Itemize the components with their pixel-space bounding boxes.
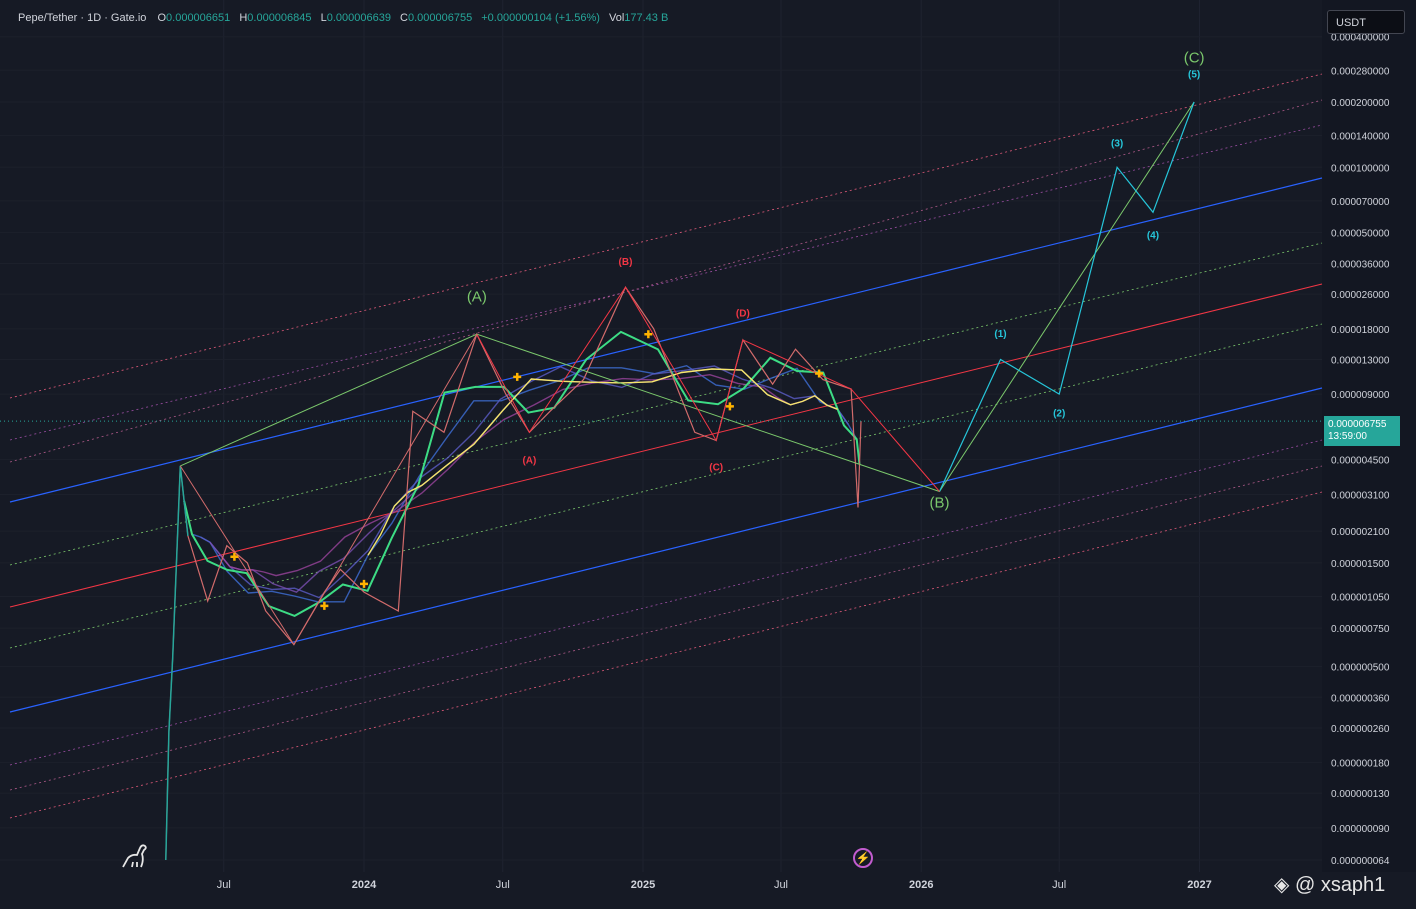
wave-label: (D): [736, 309, 750, 320]
sma-line: [367, 368, 838, 556]
y-tick-label: 0.000000360: [1331, 693, 1390, 704]
y-tick-label: 0.000070000: [1331, 197, 1390, 208]
signal-marker: [725, 402, 734, 411]
channel-line: [9, 242, 1323, 566]
wave-label: (C): [709, 462, 723, 473]
channel-line: [9, 491, 1323, 819]
x-tick-label: 2025: [631, 879, 655, 891]
ema-fast-line: [183, 330, 861, 618]
y-tick-label: 0.000003100: [1331, 490, 1390, 501]
symbol-label[interactable]: Pepe/Tether · 1D · Gate.io: [18, 12, 147, 24]
signal-marker: [230, 552, 239, 561]
wave-label: (A): [522, 456, 536, 467]
signal-marker: [815, 369, 824, 378]
y-tick-label: 0.000002100: [1331, 527, 1390, 538]
y-tick-label: 0.000001500: [1331, 559, 1390, 570]
wave-label: (A): [467, 289, 487, 306]
price-line: [165, 285, 862, 861]
channel-line: [9, 323, 1323, 649]
y-tick-label: 0.000000750: [1331, 624, 1390, 635]
x-tick-label: Jul: [496, 879, 510, 891]
price-line-early: [165, 465, 189, 861]
y-tick-label: 0.000400000: [1331, 33, 1390, 44]
y-tick-label: 0.000000260: [1331, 724, 1390, 735]
signal-marker: [360, 579, 368, 588]
channel-line: [9, 439, 1323, 766]
close-label: C: [400, 12, 408, 24]
bar-countdown: 13:59:00: [1328, 431, 1367, 442]
x-tick-label: Jul: [217, 879, 231, 891]
binance-icon: ◈: [1274, 874, 1290, 896]
volume-value: 177.43 B: [624, 12, 669, 24]
volume-label: Vol: [608, 12, 625, 24]
channel-line: [9, 387, 1323, 713]
x-tick-label: 2026: [909, 879, 933, 891]
y-tick-label: 0.000000090: [1331, 824, 1390, 835]
channel-line: [9, 465, 1323, 791]
channel-line: [9, 99, 1323, 463]
y-tick-label: 0.000001050: [1331, 592, 1390, 603]
y-tick-label: 0.000140000: [1331, 132, 1390, 143]
wave-label: (1): [994, 329, 1006, 340]
early-wave-line: [179, 333, 478, 646]
watermark-text: @ xsaph1: [1294, 874, 1386, 896]
channel-line: [9, 73, 1323, 399]
minor-wave-line: [476, 286, 940, 492]
x-tick-label: 2027: [1187, 879, 1211, 891]
open-value: 0.000006651: [166, 12, 231, 24]
channel-line: [9, 283, 1323, 608]
last-price-tag: 0.000006755 13:59:00: [1324, 416, 1400, 446]
y-tick-label: 0.000050000: [1331, 229, 1390, 240]
x-tick-label: Jul: [774, 879, 788, 891]
wave-label: (4): [1147, 230, 1159, 241]
y-tick-label: 0.000100000: [1331, 163, 1390, 174]
low-value: 0.000006639: [326, 12, 391, 24]
ema-ribbon-line: [218, 373, 828, 577]
x-tick-label: Jul: [1052, 879, 1066, 891]
wave-label: (3): [1111, 138, 1123, 149]
high-label: H: [239, 12, 248, 24]
y-tick-label: 0.000000130: [1331, 789, 1390, 800]
close-value: 0.000006755: [407, 12, 473, 24]
channel-line: [9, 177, 1323, 503]
currency-button[interactable]: USDT: [1327, 10, 1405, 34]
open-label: O: [157, 12, 167, 24]
y-tick-label: 0.000000064: [1331, 856, 1390, 867]
major-wave-line: [180, 101, 1195, 493]
y-tick-label: 0.000000180: [1331, 759, 1390, 770]
dino-icon[interactable]: [120, 840, 150, 870]
y-tick-label: 0.000026000: [1331, 290, 1390, 301]
low-label: L: [320, 12, 327, 24]
wave-label: (B): [619, 257, 633, 268]
y-tick-label: 0.000018000: [1331, 325, 1390, 336]
y-tick-label: 0.000013000: [1331, 355, 1390, 366]
wave-label: (C): [1184, 49, 1205, 66]
ohlc-header: Pepe/Tether · 1D · Gate.io O0.000006651 …: [18, 12, 674, 24]
x-tick-label: 2024: [352, 879, 377, 891]
impulse-wave-line: [938, 101, 1195, 492]
lightning-icon[interactable]: ⚡: [853, 848, 873, 868]
y-tick-label: 0.000200000: [1331, 98, 1390, 109]
signal-marker: [320, 601, 329, 610]
watermark: ◈ @ xsaph1: [1274, 872, 1385, 897]
last-price-value: 0.000006755: [1328, 419, 1387, 430]
y-tick-label: 0.000009000: [1331, 390, 1390, 401]
ema-ribbon-line: [200, 365, 849, 599]
wave-label: (5): [1188, 69, 1200, 80]
y-tick-label: 0.000280000: [1331, 66, 1390, 77]
wave-label: (B): [930, 495, 950, 512]
signal-marker: [644, 330, 653, 339]
change-value: +0.000000104 (+1.56%): [481, 12, 600, 24]
high-value: 0.000006845: [247, 12, 312, 24]
signal-marker: [513, 372, 522, 381]
wave-label: (2): [1053, 408, 1065, 419]
y-tick-label: 0.000004500: [1331, 455, 1390, 466]
y-tick-label: 0.000036000: [1331, 260, 1390, 271]
y-tick-label: 0.000000500: [1331, 662, 1390, 673]
